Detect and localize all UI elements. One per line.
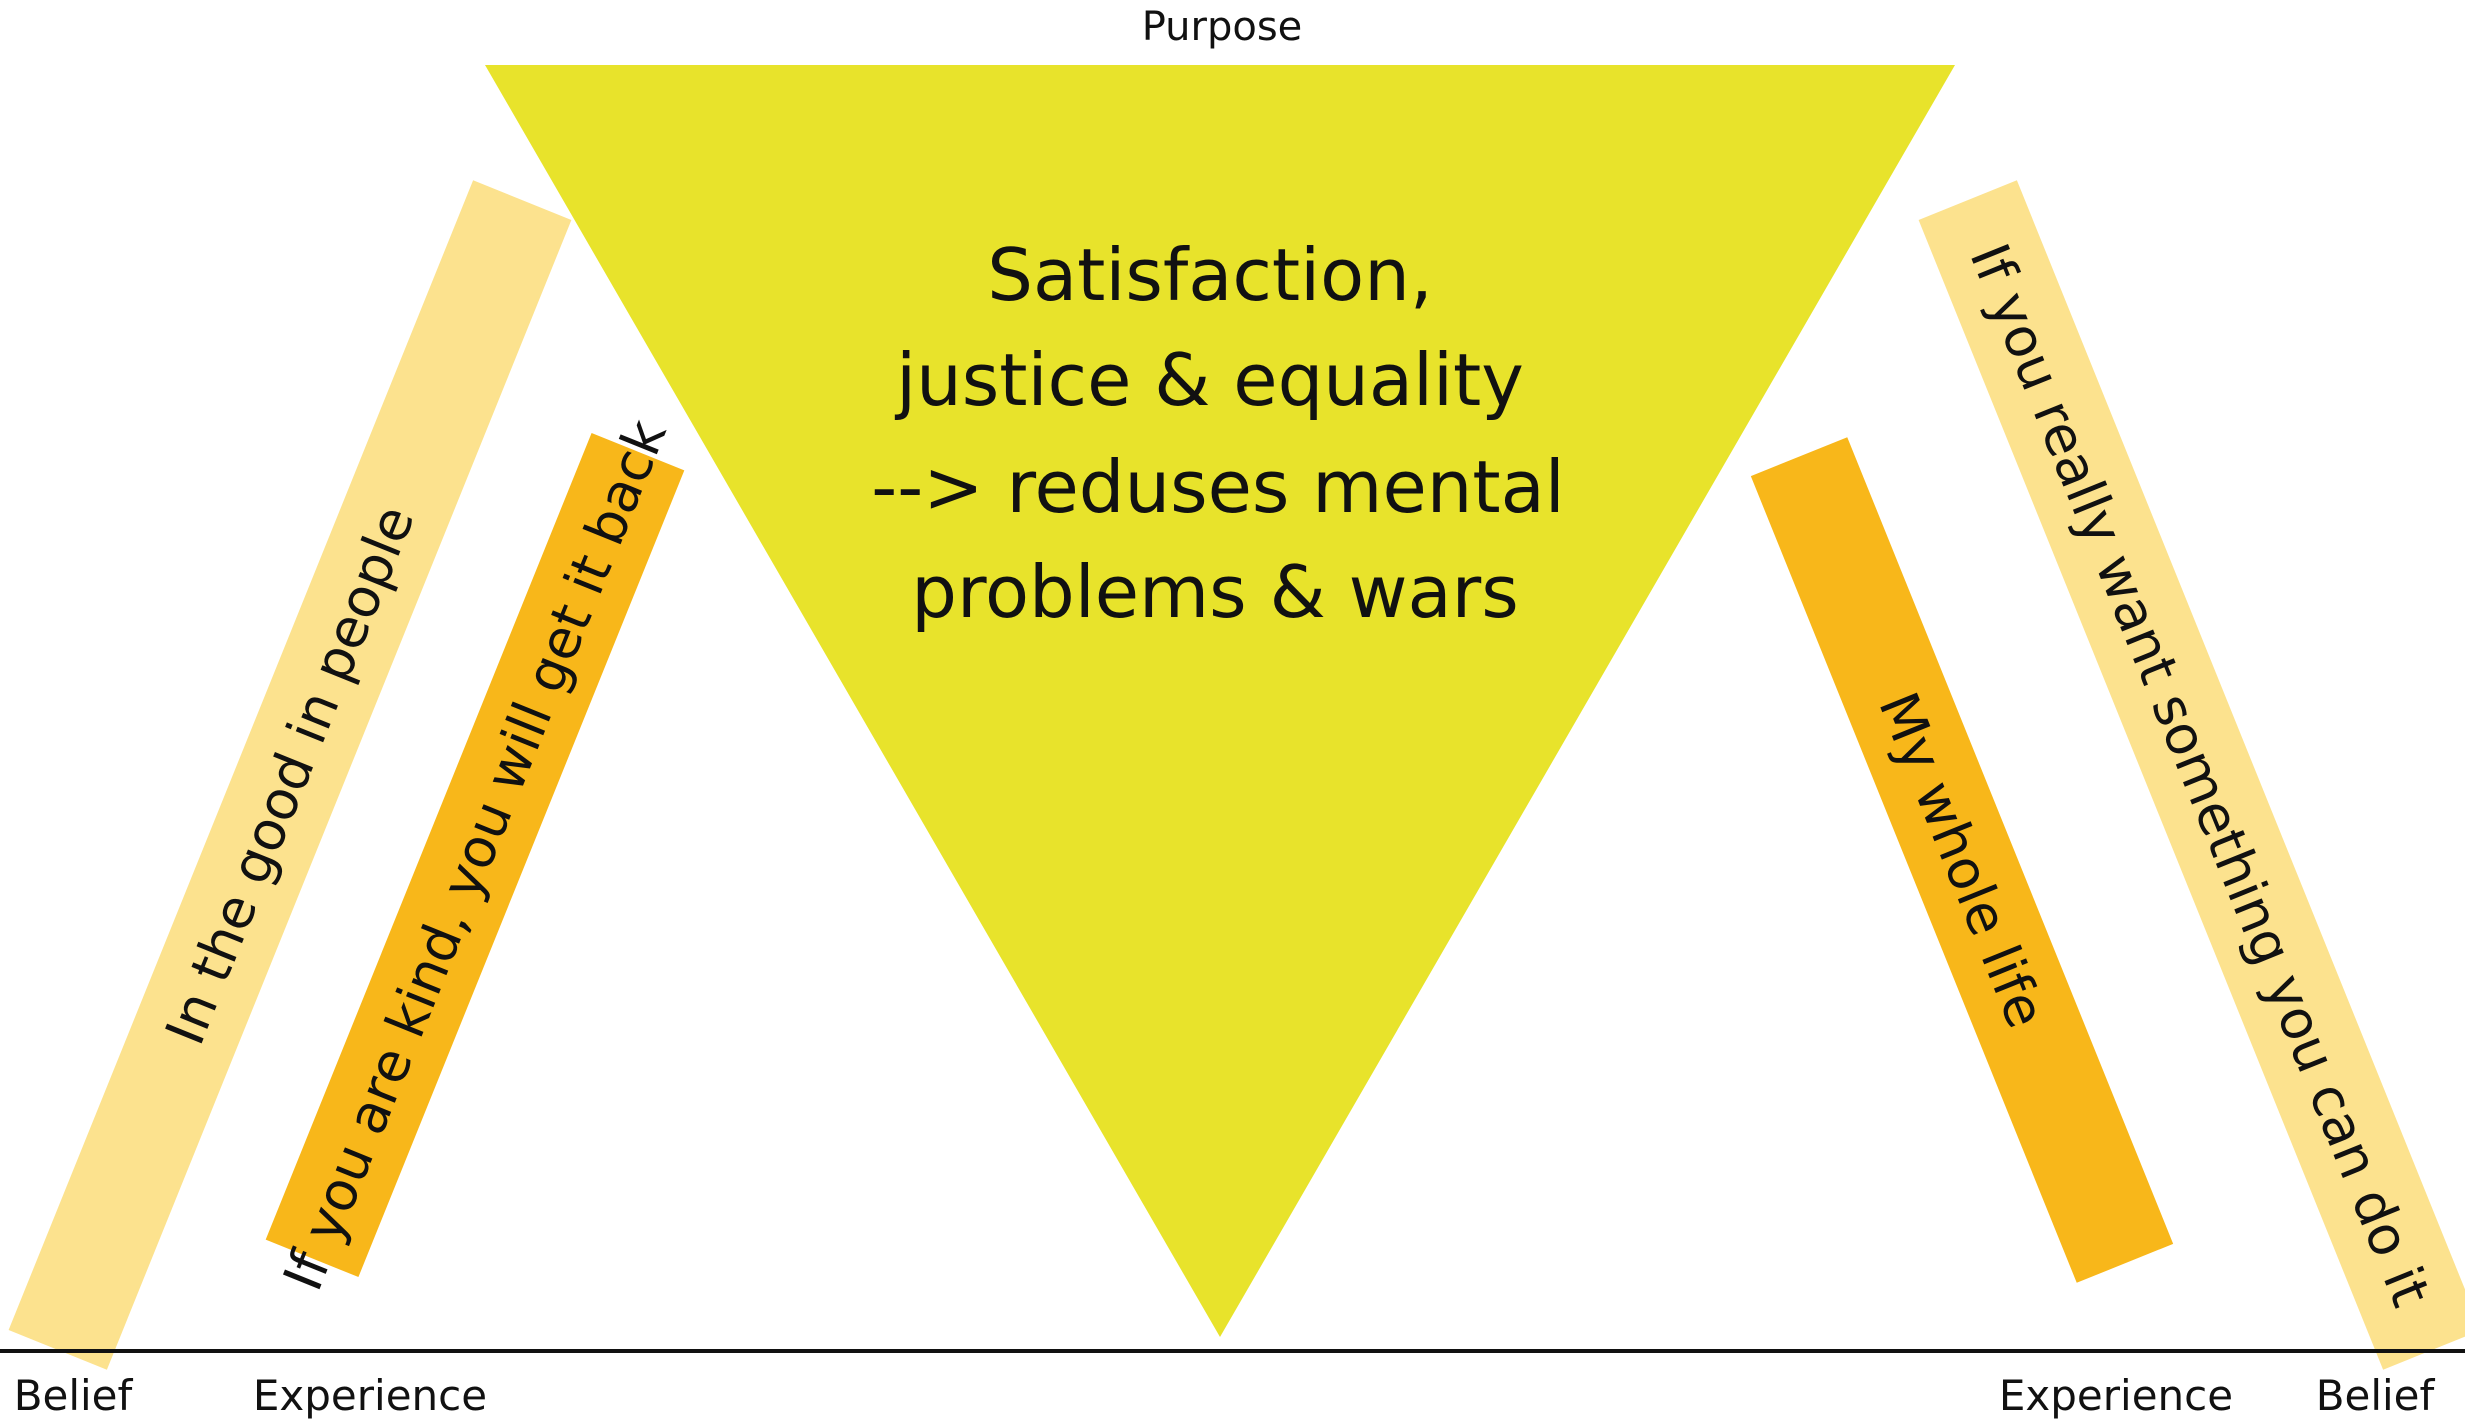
- left-belief-label: Belief: [14, 1371, 134, 1420]
- right-belief-bar-shape: [1918, 180, 2465, 1370]
- left-experience-label: Experience: [253, 1371, 487, 1420]
- left-belief-bar-shape: [8, 180, 572, 1370]
- center-line-4: problems & wars: [911, 550, 1518, 634]
- purpose-label: Purpose: [1142, 4, 1303, 50]
- center-line-1: Satisfaction,: [987, 233, 1432, 317]
- right-belief-label: Belief: [2316, 1371, 2436, 1420]
- center-line-2: justice & equality: [894, 338, 1524, 422]
- left-experience-bar-shape: [265, 432, 685, 1278]
- right-belief-bar: If you really want something you can do …: [1918, 180, 2465, 1370]
- left-experience-bar: If you are kind, you will get it back: [265, 410, 685, 1299]
- purpose-triangle: [485, 65, 1955, 1337]
- center-line-3: --> reduses mental: [871, 445, 1564, 529]
- right-experience-bar-shape: [1750, 437, 2174, 1283]
- right-experience-label: Experience: [1999, 1371, 2233, 1420]
